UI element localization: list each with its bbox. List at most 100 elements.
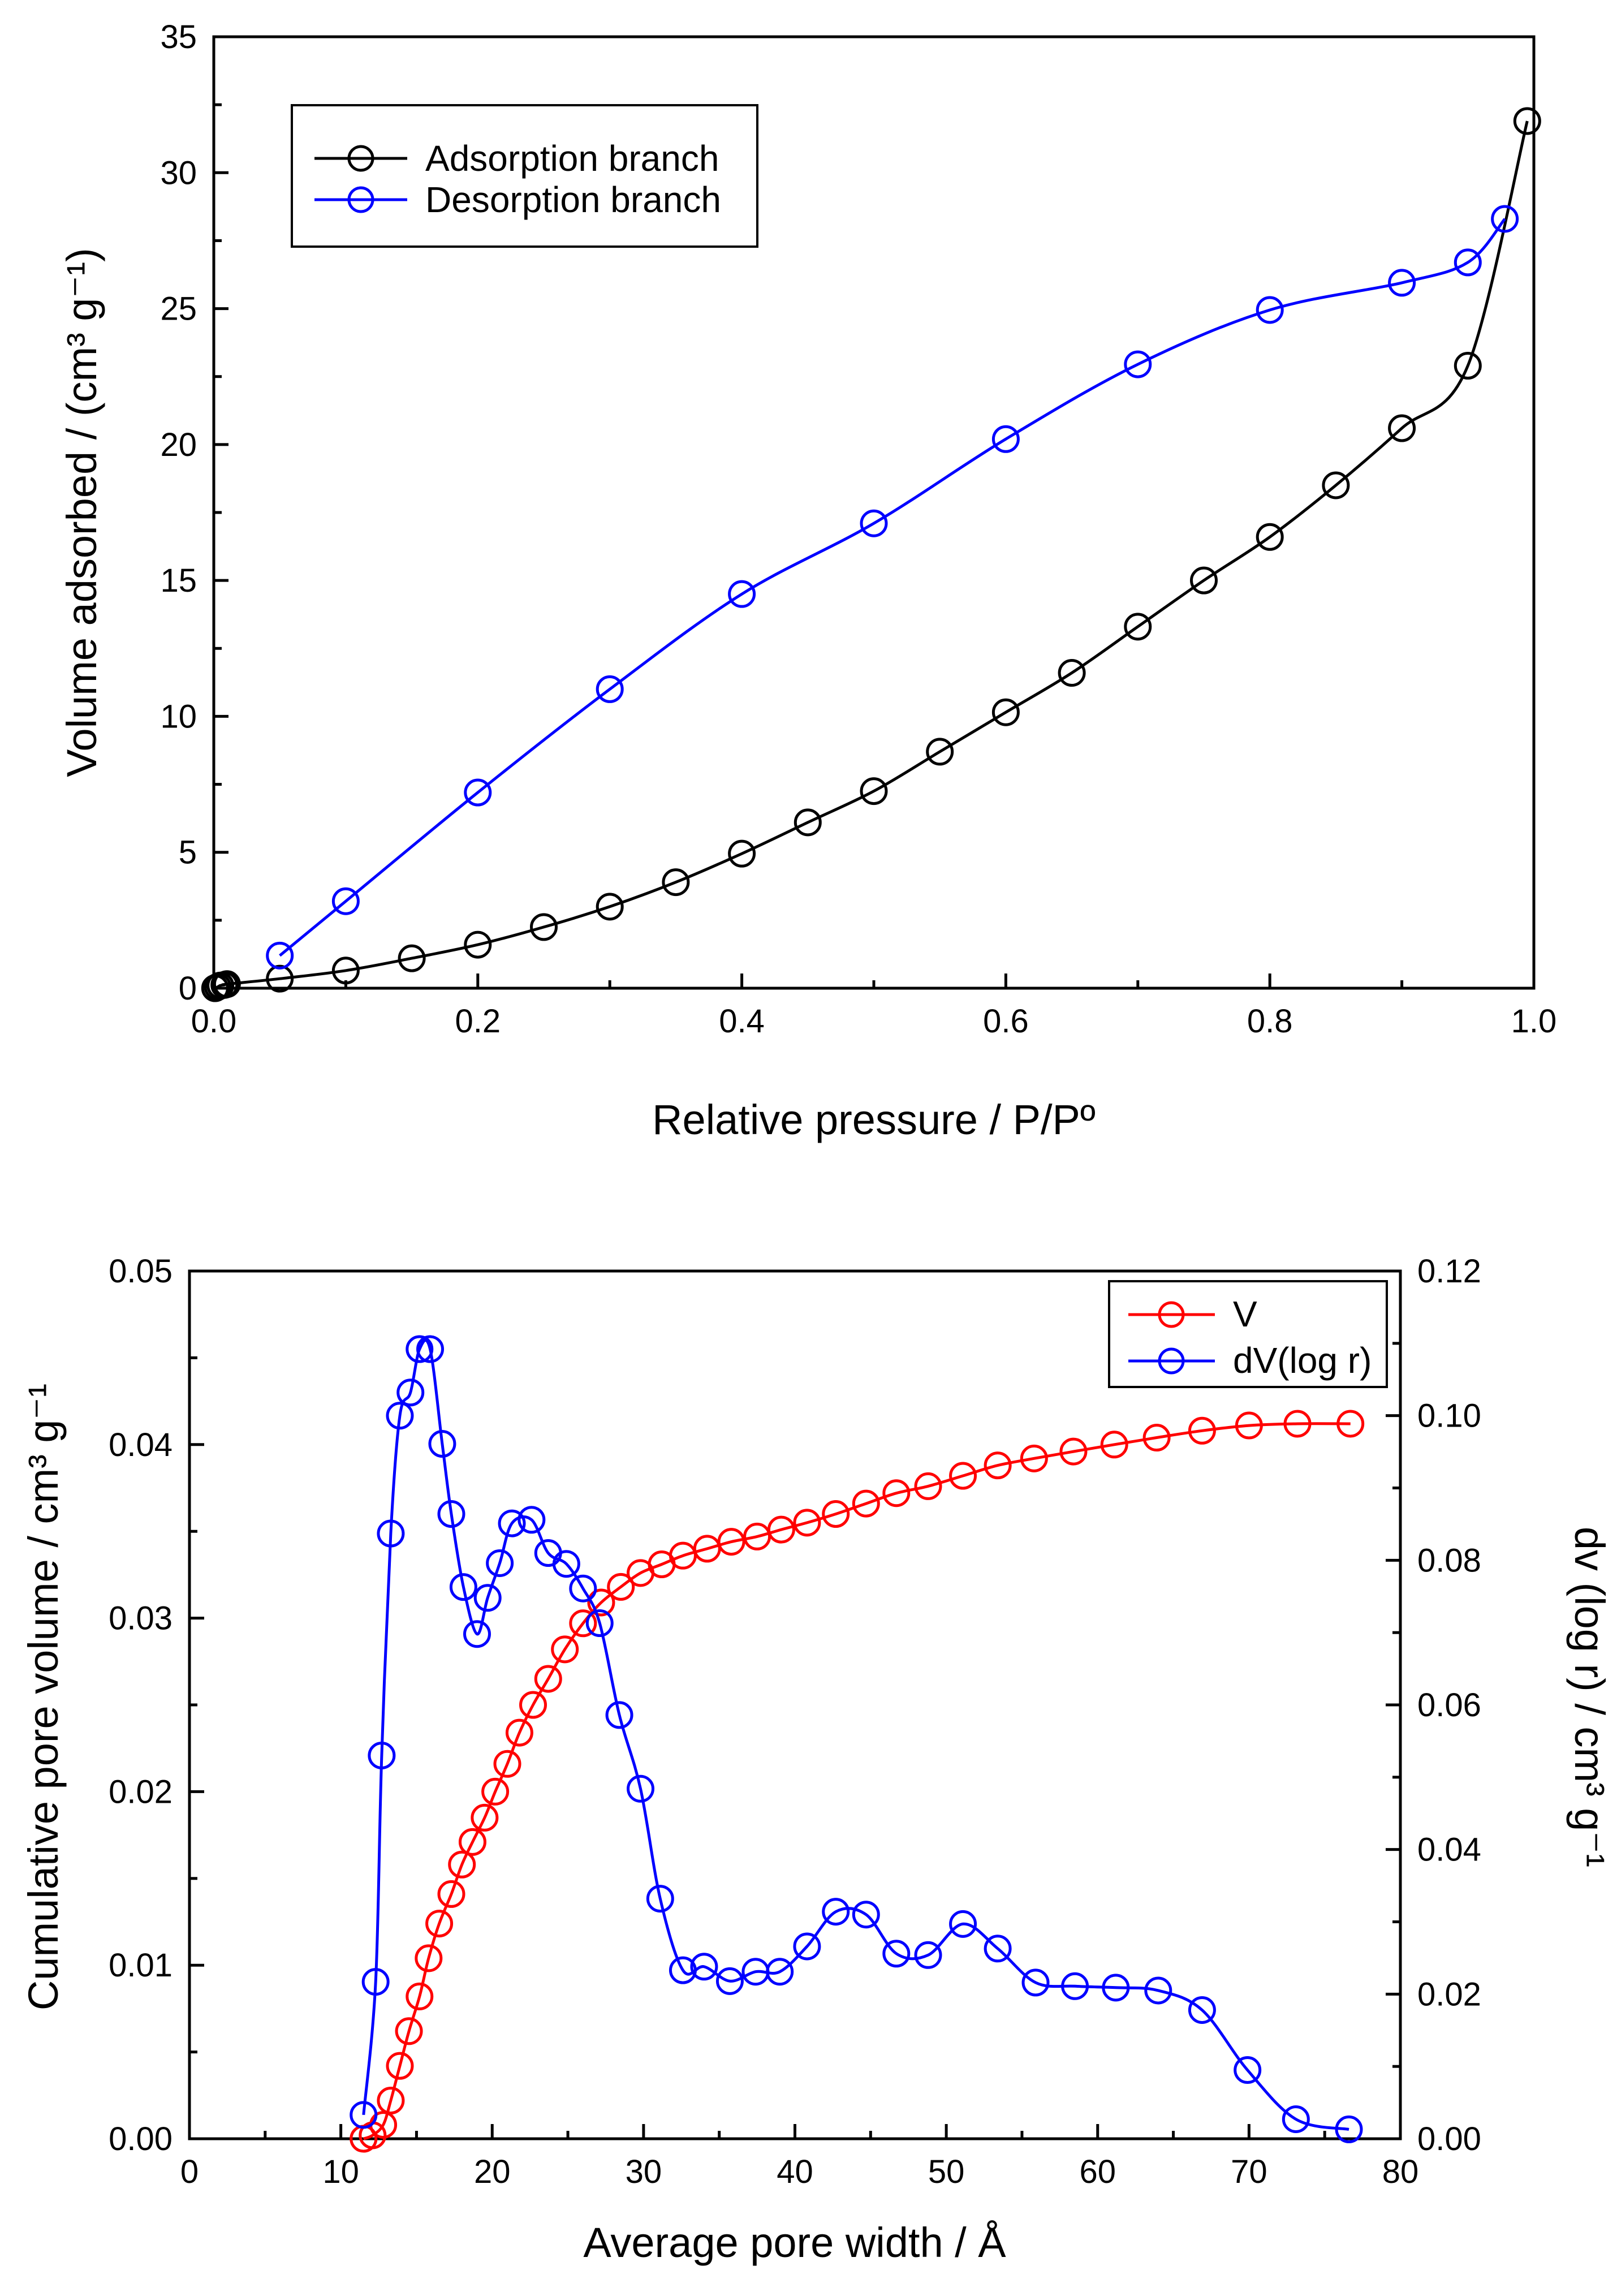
legend-label-desorption: Desorption branch [425,179,721,220]
isotherm-x-tick-label: 0.4 [719,1003,765,1040]
isotherm-data-point [266,941,294,970]
isotherm-data-point [530,913,558,941]
pore-data-point [569,1609,597,1638]
isotherm-series-0 [201,107,1541,1002]
pore-data-point [1188,1416,1216,1445]
pore-x-tick-label: 20 [474,2153,511,2190]
legend-entry-differential: dV(log r) [1128,1340,1372,1381]
pore-data-point [361,1968,390,1996]
legend-marker-differential [1158,1347,1185,1375]
pore-data-point [406,1335,434,1363]
pore-data-point [1336,1410,1365,1438]
pore-x-tick-label: 80 [1382,2153,1419,2190]
pore-data-point [1188,1996,1216,2024]
pore-data-point [437,1880,465,1908]
pore-data-point [368,1741,396,1769]
pore-data-point [493,1750,521,1778]
pore-data-point [396,1379,425,1407]
pore-data-point [949,1910,977,1938]
isotherm-data-point [1322,471,1350,499]
pore-distribution-chart: 0 10 20 30 40 50 60 70 800.000.010.020.030.040.0… [20,1253,1613,2266]
isotherm-series [201,107,1541,1002]
pore-data-point [852,1901,880,1929]
pore-data-point [425,1910,454,1938]
pore-y-tick-label: 0.03 [109,1600,173,1637]
isotherm-data-point [596,893,624,921]
legend-entry-cumulative: V [1128,1294,1257,1334]
isotherm-y-tick-label: 30 [160,154,197,191]
pore-data-point [386,2052,414,2080]
isotherm-legend-box [291,104,758,248]
isotherm-data-point [213,970,241,998]
isotherm-data-point [1124,613,1152,641]
pore-data-point [458,1828,486,1856]
pore-x-tick-label: 60 [1079,2153,1116,2190]
pore-series [350,1335,1365,2153]
isotherm-x-tick-label: 1.0 [1511,1003,1557,1040]
pore-data-point [1021,1968,1050,1997]
isotherm-data-point [860,509,888,537]
legend-marker-adsorption [347,145,374,172]
pore-data-point [669,1956,697,1984]
isotherm-data-point [991,425,1020,453]
pore-y-tick-label: 0.04 [109,1427,173,1463]
pore-data-point [377,1519,405,1548]
isotherm-y-tick-label: 20 [160,427,197,463]
pore-data-point [428,1430,456,1458]
pore-data-point [552,1550,580,1578]
pore-data-point [498,1509,526,1537]
isotherm-data-point [331,887,360,915]
pore-y-tick-label: 0.05 [109,1253,173,1290]
pore-data-point [852,1489,880,1518]
isotherm-data-point [1388,269,1416,297]
isotherm-data-point [398,944,426,972]
pore-series-1 [350,1335,1363,2143]
pore-tick-labels: 0 10 20 30 40 50 60 70 800.000.010.020.030.040.0… [109,1253,1481,2190]
isotherm-data-point [1513,107,1541,135]
pore-data-point [449,1573,477,1601]
pore-y2-tick-label: 0.10 [1417,1398,1481,1435]
isotherm-data-point [728,839,756,868]
isotherm-chart: 0.0 0.2 0.4 0.6 0.8 1.0 0 5 10 15 20 25 30 35 Adsorpt… [58,19,1556,1143]
pore-data-point [914,1941,942,1969]
isotherm-data-point [1256,296,1284,324]
pore-data-point [766,1958,794,1986]
pore-data-point [1144,1976,1172,2005]
isotherm-tick-labels: 0.0 0.2 0.4 0.6 0.8 1.0 0 5 10 15 20 25 30 35 [160,19,1556,1040]
isotherm-data-point [1454,351,1482,380]
pore-data-point [627,1774,655,1803]
pore-data-point [416,1335,445,1363]
pore-y2-tick-label: 0.06 [1417,1687,1481,1724]
isotherm-series-line-0 [214,120,1529,990]
isotherm-y-tick-label: 15 [160,562,197,599]
isotherm-data-point [1058,659,1086,687]
pore-data-point [1102,1974,1130,2002]
pore-data-point [605,1701,633,1729]
pore-y2-tick-label: 0.12 [1417,1253,1481,1290]
isotherm-data-point [794,808,822,837]
isotherm-data-point [1388,414,1416,442]
pore-x-tick-label: 10 [322,2153,359,2190]
legend-label-differential: dV(log r) [1233,1340,1372,1381]
isotherm-data-point [331,957,360,985]
pore-data-point [822,1500,850,1528]
pore-legend: V dV(log r) [1108,1280,1388,1388]
pore-x-tick-label: 0 [180,2153,199,2190]
pore-data-point [386,1402,414,1430]
pore-data-point [1100,1431,1128,1459]
pore-y2-tick-label: 0.08 [1417,1542,1481,1579]
pore-data-point [471,1803,499,1832]
pore-y-tick-label: 0.00 [109,2121,173,2157]
pore-plot-frame [188,1269,1402,2140]
pore-data-point [822,1898,850,1926]
isotherm-x-axis-title: Relative pressure / P/Pº [652,1096,1096,1143]
pore-axis-ticks [188,1269,1402,2140]
pore-data-point [882,1479,911,1507]
pore-data-point [1282,2105,1310,2133]
pore-series-0 [350,1410,1365,2153]
pore-data-point [395,2017,423,2045]
isotherm-data-point [464,778,492,807]
isotherm-data-point [662,868,690,897]
pore-data-point [882,1940,911,1968]
pore-data-point [1335,2115,1363,2143]
